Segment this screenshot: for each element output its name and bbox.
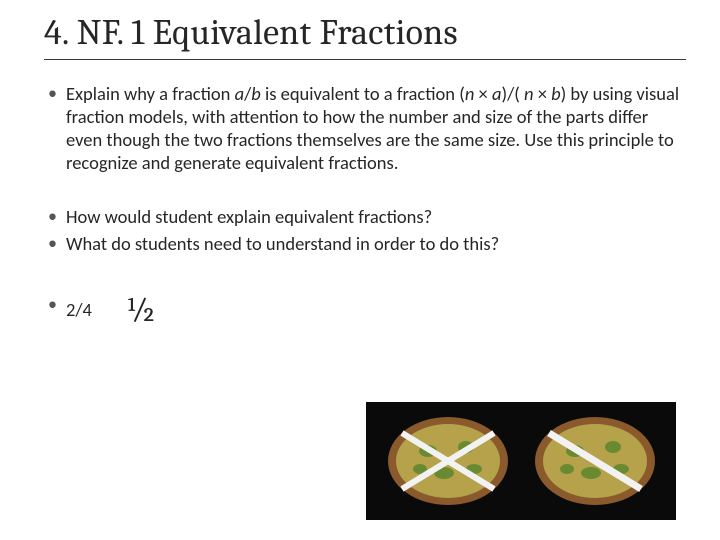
fraction-one-half: ½: [126, 293, 155, 327]
pizza-icon: [531, 411, 659, 511]
variable-a: a: [235, 82, 245, 105]
bullet-main: Explain why a fraction a/b is equivalent…: [44, 82, 686, 175]
text-segment: ×: [534, 82, 552, 105]
slide-title: 4. NF. 1 Equivalent Fractions: [44, 12, 686, 60]
spacer: [44, 179, 686, 205]
bullet-list: 2/4 ½: [44, 293, 686, 327]
fraction-two-fourths: 2/4: [66, 298, 92, 321]
text-segment: )/(: [501, 82, 524, 105]
bullet-list: How would student explain equivalent fra…: [44, 205, 686, 255]
text-segment: is equivalent to a fraction (: [261, 82, 465, 105]
variable-n: n: [465, 82, 475, 105]
pizza-illustration: [366, 402, 676, 520]
fraction-row: 2/4 ½: [66, 293, 686, 327]
bullet-question-2: What do students need to understand in o…: [44, 232, 686, 255]
text-segment: ×: [474, 82, 492, 105]
bullet-list: Explain why a fraction a/b is equivalent…: [44, 82, 686, 175]
spacer: [44, 259, 686, 293]
text-segment: Explain why a fraction: [66, 82, 235, 105]
pizza-icon: [384, 411, 512, 511]
pizza-left-fourths: [384, 411, 512, 511]
pizza-right-halves: [531, 411, 659, 511]
slide: 4. NF. 1 Equivalent Fractions Explain wh…: [0, 0, 720, 540]
bullet-fractions: 2/4 ½: [44, 293, 686, 327]
variable-n: n: [524, 82, 534, 105]
variable-b: b: [251, 82, 261, 105]
bullet-question-1: How would student explain equivalent fra…: [44, 205, 686, 228]
variable-b: b: [551, 82, 561, 105]
